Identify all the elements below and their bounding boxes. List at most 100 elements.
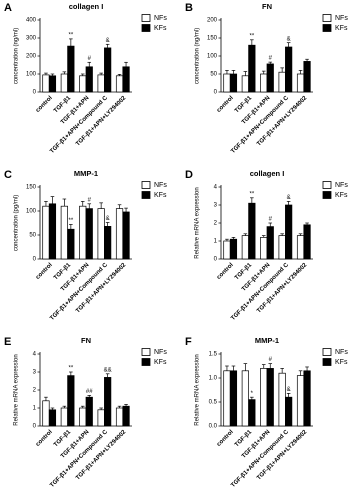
bar <box>229 73 238 93</box>
y-axis-label: concentration (ng/ml) <box>195 28 201 84</box>
bar <box>241 370 249 427</box>
legend-swatch <box>141 358 151 366</box>
chart-title: MMP-1 <box>255 336 279 345</box>
bar <box>241 75 249 93</box>
bar <box>248 44 256 93</box>
y-axis-label: Relative mRNA expression <box>195 187 201 258</box>
significance-label: # <box>88 197 92 203</box>
bar <box>223 73 231 93</box>
legend-swatch <box>322 358 332 366</box>
bar <box>122 66 130 93</box>
bar <box>115 208 124 260</box>
legend-swatch <box>141 24 151 32</box>
chart-title: collagen I <box>250 169 285 178</box>
x-tick-label: control <box>35 262 54 281</box>
significance-label: ** <box>69 218 74 224</box>
y-tick-label: 0.5 <box>209 400 218 406</box>
bar <box>42 205 50 260</box>
y-tick-label: 3 <box>214 203 218 209</box>
legend-swatch <box>322 24 332 32</box>
bar <box>79 75 87 93</box>
y-tick-label: 50 <box>29 233 36 239</box>
chart-panel: F MMP-1 Relative mRNA expression 0.0 0.5 1.0 1… <box>185 336 348 489</box>
legend-label: KFs <box>154 359 167 366</box>
significance-label: & <box>287 387 291 393</box>
bar <box>296 73 305 93</box>
legend-swatch <box>141 181 151 189</box>
bar <box>85 208 93 260</box>
bar <box>48 203 57 260</box>
bar <box>42 400 50 427</box>
significance-label: & <box>106 38 110 44</box>
legend-swatch <box>322 348 332 356</box>
y-tick-label: 1.0 <box>209 376 218 382</box>
panel-label: D <box>185 169 193 181</box>
legend-label: NFs <box>335 15 348 22</box>
y-tick-label: 100 <box>207 54 218 60</box>
bar <box>104 47 112 93</box>
significance-label: && <box>104 367 112 373</box>
y-tick-label: 4 <box>33 352 37 358</box>
bar <box>42 74 50 93</box>
bar <box>229 238 238 260</box>
bar <box>278 235 286 260</box>
bar <box>260 368 268 427</box>
y-tick-label: 2 <box>33 388 37 394</box>
significance-label: # <box>269 357 273 363</box>
bar <box>248 202 256 260</box>
legend-label: NFs <box>154 182 167 189</box>
bar <box>97 74 105 93</box>
legend-label: NFs <box>335 349 348 356</box>
chart-title: FN <box>81 336 91 345</box>
significance-label: & <box>287 195 291 201</box>
x-tick-label: control <box>216 262 235 281</box>
significance-label: ** <box>69 32 74 38</box>
y-axis-label: Relative mRNA expression <box>14 354 20 425</box>
y-tick-label: 150 <box>26 185 37 191</box>
chart-title: FN <box>262 2 272 11</box>
legend-label: KFs <box>335 192 348 199</box>
bar <box>266 63 274 93</box>
significance-label: & <box>106 216 110 222</box>
y-tick-label: 0 <box>214 90 218 96</box>
x-tick-label: control <box>35 429 54 448</box>
y-tick-label: 2 <box>214 221 218 227</box>
bar <box>67 228 75 260</box>
chart-panel: B FN concentration (ng/ml) 0 50 100 150 200 cont… <box>185 2 348 155</box>
significance-label: # <box>269 56 273 62</box>
y-axis-label: concentration (pg/ml) <box>14 195 20 251</box>
bar <box>266 368 274 427</box>
bar <box>278 372 286 427</box>
significance-label: ** <box>250 33 255 39</box>
bar <box>104 377 112 427</box>
bar <box>115 407 124 427</box>
y-tick-label: 0 <box>33 424 37 430</box>
y-tick-label: 4 <box>214 185 218 191</box>
y-tick-label: 0.0 <box>209 424 218 430</box>
bar <box>285 396 293 427</box>
legend-swatch <box>141 348 151 356</box>
bar <box>303 224 311 260</box>
bar <box>285 204 293 260</box>
y-tick-label: 150 <box>207 36 218 42</box>
y-tick-label: 3 <box>33 370 37 376</box>
legend-label: NFs <box>154 15 167 22</box>
significance-label: ## <box>86 389 93 395</box>
x-tick-label: control <box>216 95 235 114</box>
y-tick-label: 300 <box>26 36 37 42</box>
bar <box>285 46 293 93</box>
bar <box>241 235 249 260</box>
bar <box>303 61 311 93</box>
significance-label: ** <box>250 191 255 197</box>
bar <box>67 45 75 93</box>
bar <box>97 208 105 260</box>
bar <box>60 73 68 93</box>
panel-label: C <box>4 169 12 181</box>
y-tick-label: 0 <box>214 257 218 263</box>
y-tick-label: 50 <box>210 72 217 78</box>
y-tick-label: 200 <box>26 54 37 60</box>
